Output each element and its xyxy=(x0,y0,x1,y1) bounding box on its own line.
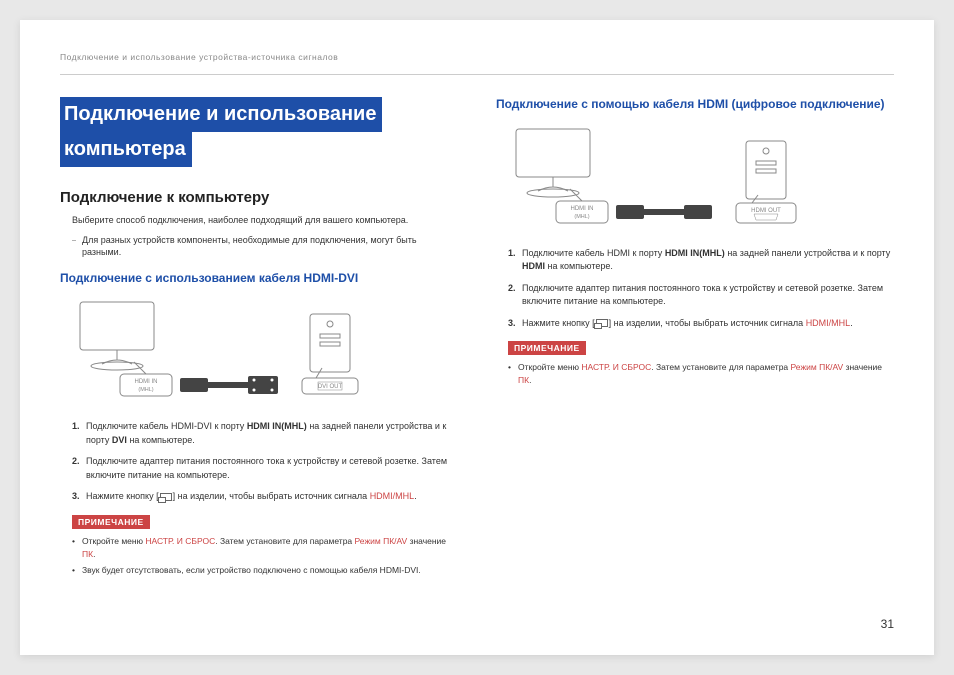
note-text: Откройте меню НАСТР. И СБРОС. Затем уста… xyxy=(518,361,894,387)
manual-page: Подключение и использование устройства-и… xyxy=(20,20,934,655)
bullet-dot: • xyxy=(508,361,518,387)
source-icon xyxy=(160,493,172,501)
port-left-label2: (MHL) xyxy=(138,387,153,393)
port-left-label1-b: HDMI IN xyxy=(571,206,594,212)
bullet-dot: • xyxy=(72,535,82,561)
step-text: Нажмите кнопку [] на изделии, чтобы выбр… xyxy=(86,490,458,504)
intro-bullet-text: Для разных устройств компоненты, необход… xyxy=(82,234,458,259)
content-columns: Подключение и использование компьютера П… xyxy=(60,97,894,581)
port-left-label1: HDMI IN xyxy=(135,379,158,385)
subtitle: Подключение к компьютеру xyxy=(60,189,458,206)
step-item: 2.Подключите адаптер питания постоянного… xyxy=(508,282,894,309)
bullet-icon: ⎯ xyxy=(72,235,82,246)
steps1: 1.Подключите кабель HDMI-DVI к порту HDM… xyxy=(60,420,458,504)
step-item: 2.Подключите адаптер питания постоянного… xyxy=(72,455,458,482)
intro-text: Выберите способ подключения, наиболее по… xyxy=(72,214,458,228)
note-label-2: ПРИМЕЧАНИЕ xyxy=(508,341,586,355)
step-number: 1. xyxy=(72,420,86,447)
source-icon xyxy=(596,319,608,327)
step-text: Подключите адаптер питания постоянного т… xyxy=(86,455,458,482)
step-number: 2. xyxy=(508,282,522,309)
main-title: Подключение и использование компьютера xyxy=(60,97,458,167)
page-header: Подключение и использование устройства-и… xyxy=(60,52,894,75)
step-item: 1.Подключите кабель HDMI-DVI к порту HDM… xyxy=(72,420,458,447)
page-number: 31 xyxy=(881,617,894,631)
right-column: Подключение с помощью кабеля HDMI (цифро… xyxy=(496,97,894,581)
step-text: Подключите адаптер питания постоянного т… xyxy=(522,282,894,309)
title-line2: компьютера xyxy=(60,132,192,167)
step-text: Подключите кабель HDMI к порту HDMI IN(M… xyxy=(522,247,894,274)
left-column: Подключение и использование компьютера П… xyxy=(60,97,458,581)
port-right-label: DVI OUT xyxy=(318,384,343,390)
diagram-hdmi: HDMI IN (MHL) HDMI OUT xyxy=(508,123,894,233)
note-text: Откройте меню НАСТР. И СБРОС. Затем уста… xyxy=(82,535,458,561)
port-left-label2-b: (MHL) xyxy=(574,214,589,220)
section1-title: Подключение с использованием кабеля HDMI… xyxy=(60,271,458,287)
steps2: 1.Подключите кабель HDMI к порту HDMI IN… xyxy=(496,247,894,331)
note-bullet: •Звук будет отсутствовать, если устройст… xyxy=(72,564,458,577)
notes2: •Откройте меню НАСТР. И СБРОС. Затем уст… xyxy=(496,361,894,387)
step-text: Подключите кабель HDMI-DVI к порту HDMI … xyxy=(86,420,458,447)
step-number: 1. xyxy=(508,247,522,274)
step-item: 1.Подключите кабель HDMI к порту HDMI IN… xyxy=(508,247,894,274)
step-number: 2. xyxy=(72,455,86,482)
note-bullet: •Откройте меню НАСТР. И СБРОС. Затем уст… xyxy=(508,361,894,387)
intro-bullet: ⎯ Для разных устройств компоненты, необх… xyxy=(72,234,458,259)
note-text: Звук будет отсутствовать, если устройств… xyxy=(82,564,421,577)
note-bullet: •Откройте меню НАСТР. И СБРОС. Затем уст… xyxy=(72,535,458,561)
diagram-hdmi-dvi: HDMI IN (MHL) xyxy=(72,296,458,406)
bullet-dot: • xyxy=(72,564,82,577)
step-item: 3.Нажмите кнопку [] на изделии, чтобы вы… xyxy=(508,317,894,331)
link-text: HDMI/MHL xyxy=(806,318,851,328)
port-right-label-b: HDMI OUT xyxy=(751,208,781,214)
link-text: HDMI/MHL xyxy=(370,491,415,501)
title-line1: Подключение и использование xyxy=(60,97,382,132)
section2-title: Подключение с помощью кабеля HDMI (цифро… xyxy=(496,97,894,113)
note-label-1: ПРИМЕЧАНИЕ xyxy=(72,515,150,529)
step-number: 3. xyxy=(72,490,86,504)
step-number: 3. xyxy=(508,317,522,331)
step-item: 3.Нажмите кнопку [] на изделии, чтобы вы… xyxy=(72,490,458,504)
notes1: •Откройте меню НАСТР. И СБРОС. Затем уст… xyxy=(60,535,458,577)
step-text: Нажмите кнопку [] на изделии, чтобы выбр… xyxy=(522,317,894,331)
